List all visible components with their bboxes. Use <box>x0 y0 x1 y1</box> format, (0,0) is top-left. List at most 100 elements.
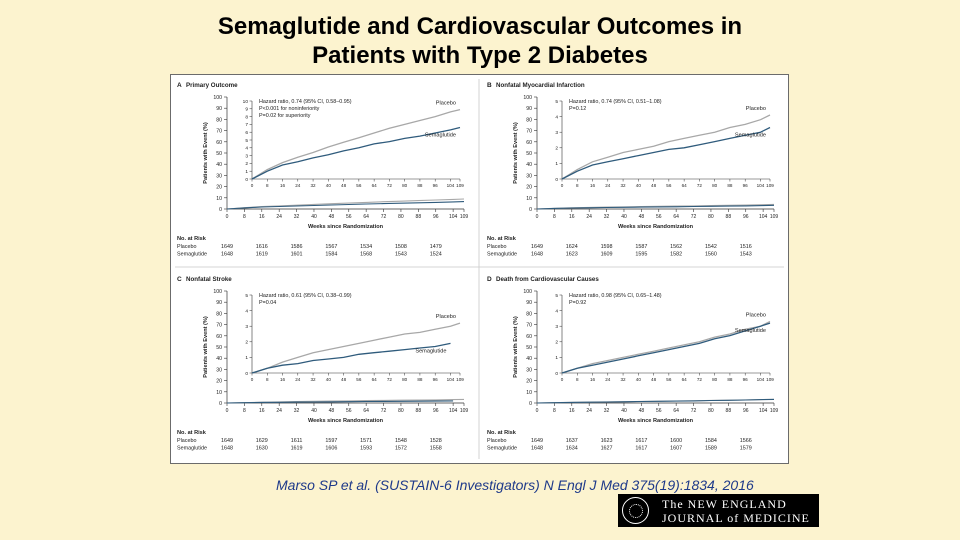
risk-table-value: 1587 <box>635 244 647 250</box>
inset-x-tick-label: 56 <box>666 377 672 382</box>
series-label-placebo: Placebo <box>746 313 766 319</box>
x-tick-label: 0 <box>536 214 539 220</box>
annotation-line: P=0.04 <box>259 300 276 306</box>
x-tick-label: 104 <box>449 214 458 220</box>
x-tick-label: 24 <box>276 214 282 220</box>
y-tick-label: 100 <box>213 95 222 101</box>
inset-y-tick-label: 4 <box>555 308 558 314</box>
x-tick-label: 24 <box>586 214 592 220</box>
inset-y-tick-label: 10 <box>243 99 249 105</box>
nejm-seal-icon <box>622 497 649 524</box>
inset-y-tick-label: 3 <box>555 130 558 136</box>
inset-y-tick-label: 4 <box>245 308 248 314</box>
x-tick-label: 88 <box>726 214 732 220</box>
panel-label: C <box>177 276 182 283</box>
inset-x-tick-label: 16 <box>280 377 286 382</box>
risk-table-value: 1637 <box>566 438 578 444</box>
x-tick-label: 88 <box>726 408 732 414</box>
y-tick-label: 70 <box>216 129 222 135</box>
x-tick-label: 0 <box>536 408 539 414</box>
panel-title: Nonfatal Stroke <box>186 276 232 283</box>
risk-table-value: 1623 <box>601 438 613 444</box>
x-tick-label: 109 <box>460 408 469 414</box>
risk-table-value: 1534 <box>360 244 372 250</box>
inset-x-tick-label: 48 <box>341 183 347 188</box>
risk-table-heading: No. at Risk <box>487 430 517 436</box>
nejm-logo-line-1: The NEW ENGLAND <box>662 497 787 511</box>
inset-y-tick-label: 0 <box>245 371 248 377</box>
risk-table-value: 1611 <box>291 438 303 444</box>
inset-y-tick-label: 7 <box>245 122 248 128</box>
inset-y-tick-label: 4 <box>555 114 558 120</box>
y-tick-label: 70 <box>216 323 222 329</box>
x-tick-label: 24 <box>276 408 282 414</box>
inset-x-tick-label: 64 <box>682 183 688 188</box>
inset-x-tick-label: 80 <box>402 377 408 382</box>
y-tick-label: 80 <box>526 311 532 317</box>
inset-curve-semaglutide <box>561 126 771 180</box>
x-tick-label: 56 <box>346 408 352 414</box>
risk-table-value: 1593 <box>360 446 372 452</box>
y-tick-label: 0 <box>219 401 222 407</box>
risk-table-value: 1558 <box>430 446 442 452</box>
risk-table-value: 1649 <box>531 438 543 444</box>
risk-table-value: 1516 <box>740 244 752 250</box>
x-tick-label: 88 <box>416 214 422 220</box>
y-tick-label: 20 <box>526 379 532 385</box>
x-tick-label: 56 <box>656 408 662 414</box>
inset-x-tick-label: 96 <box>433 377 439 382</box>
x-axis-title: Weeks since Randomization <box>308 224 384 230</box>
inset-y-tick-label: 5 <box>555 293 558 299</box>
y-axis-title: Patients with Event (%) <box>513 316 519 378</box>
risk-table-value: 1619 <box>256 252 268 258</box>
risk-table-value: 1479 <box>430 244 442 250</box>
risk-table-value: 1586 <box>291 244 303 250</box>
inset-x-tick-label: 80 <box>712 377 718 382</box>
x-tick-label: 40 <box>621 408 627 414</box>
risk-table-value: 1619 <box>291 446 303 452</box>
x-axis-title: Weeks since Randomization <box>618 418 694 424</box>
risk-table-row-label: Placebo <box>177 244 196 250</box>
series-label-semaglutide: Semaglutide <box>425 133 456 139</box>
main-curve-semaglutide <box>536 398 775 404</box>
inset-x-tick-label: 8 <box>266 183 269 188</box>
inset-x-tick-label: 8 <box>576 377 579 382</box>
y-tick-label: 90 <box>526 300 532 306</box>
y-tick-label: 10 <box>526 390 532 396</box>
x-tick-label: 48 <box>639 408 645 414</box>
inset-x-tick-label: 109 <box>456 183 464 188</box>
inset-x-tick-label: 96 <box>433 183 439 188</box>
risk-table-value: 1524 <box>430 252 442 258</box>
inset-x-tick-label: 72 <box>697 377 703 382</box>
risk-table-value: 1562 <box>670 244 682 250</box>
x-tick-label: 64 <box>363 408 369 414</box>
inset-y-tick-label: 3 <box>245 153 248 159</box>
inset-x-tick-label: 32 <box>621 377 627 382</box>
risk-table-row-label: Placebo <box>487 438 506 444</box>
inset-x-tick-label: 56 <box>356 183 362 188</box>
inset-y-tick-label: 8 <box>245 114 248 120</box>
annotation-line: P<0.001 for noninferiority <box>259 106 320 112</box>
y-tick-label: 10 <box>216 390 222 396</box>
risk-table-heading: No. at Risk <box>177 236 207 242</box>
inset-y-tick-label: 0 <box>555 371 558 377</box>
x-tick-label: 24 <box>586 408 592 414</box>
inset-y-tick-label: 1 <box>555 355 558 361</box>
x-tick-label: 48 <box>639 214 645 220</box>
risk-table-value: 1543 <box>395 252 407 258</box>
y-tick-label: 90 <box>526 106 532 112</box>
inset-x-tick-label: 109 <box>456 377 464 382</box>
inset-x-tick-label: 40 <box>326 183 332 188</box>
annotation-line: Hazard ratio, 0.74 (95% CI, 0.51–1.08) <box>569 99 662 105</box>
x-tick-label: 16 <box>259 408 265 414</box>
y-tick-label: 60 <box>526 140 532 146</box>
inset-x-tick-label: 88 <box>727 183 733 188</box>
inset-x-tick-label: 48 <box>341 377 347 382</box>
x-tick-label: 80 <box>708 408 714 414</box>
inset-x-tick-label: 104 <box>447 377 455 382</box>
x-tick-label: 8 <box>553 408 556 414</box>
panel-b: B Nonfatal Myocardial Infarction010203040… <box>487 82 778 258</box>
panel-title: Primary Outcome <box>186 82 238 89</box>
inset-x-tick-label: 80 <box>402 183 408 188</box>
